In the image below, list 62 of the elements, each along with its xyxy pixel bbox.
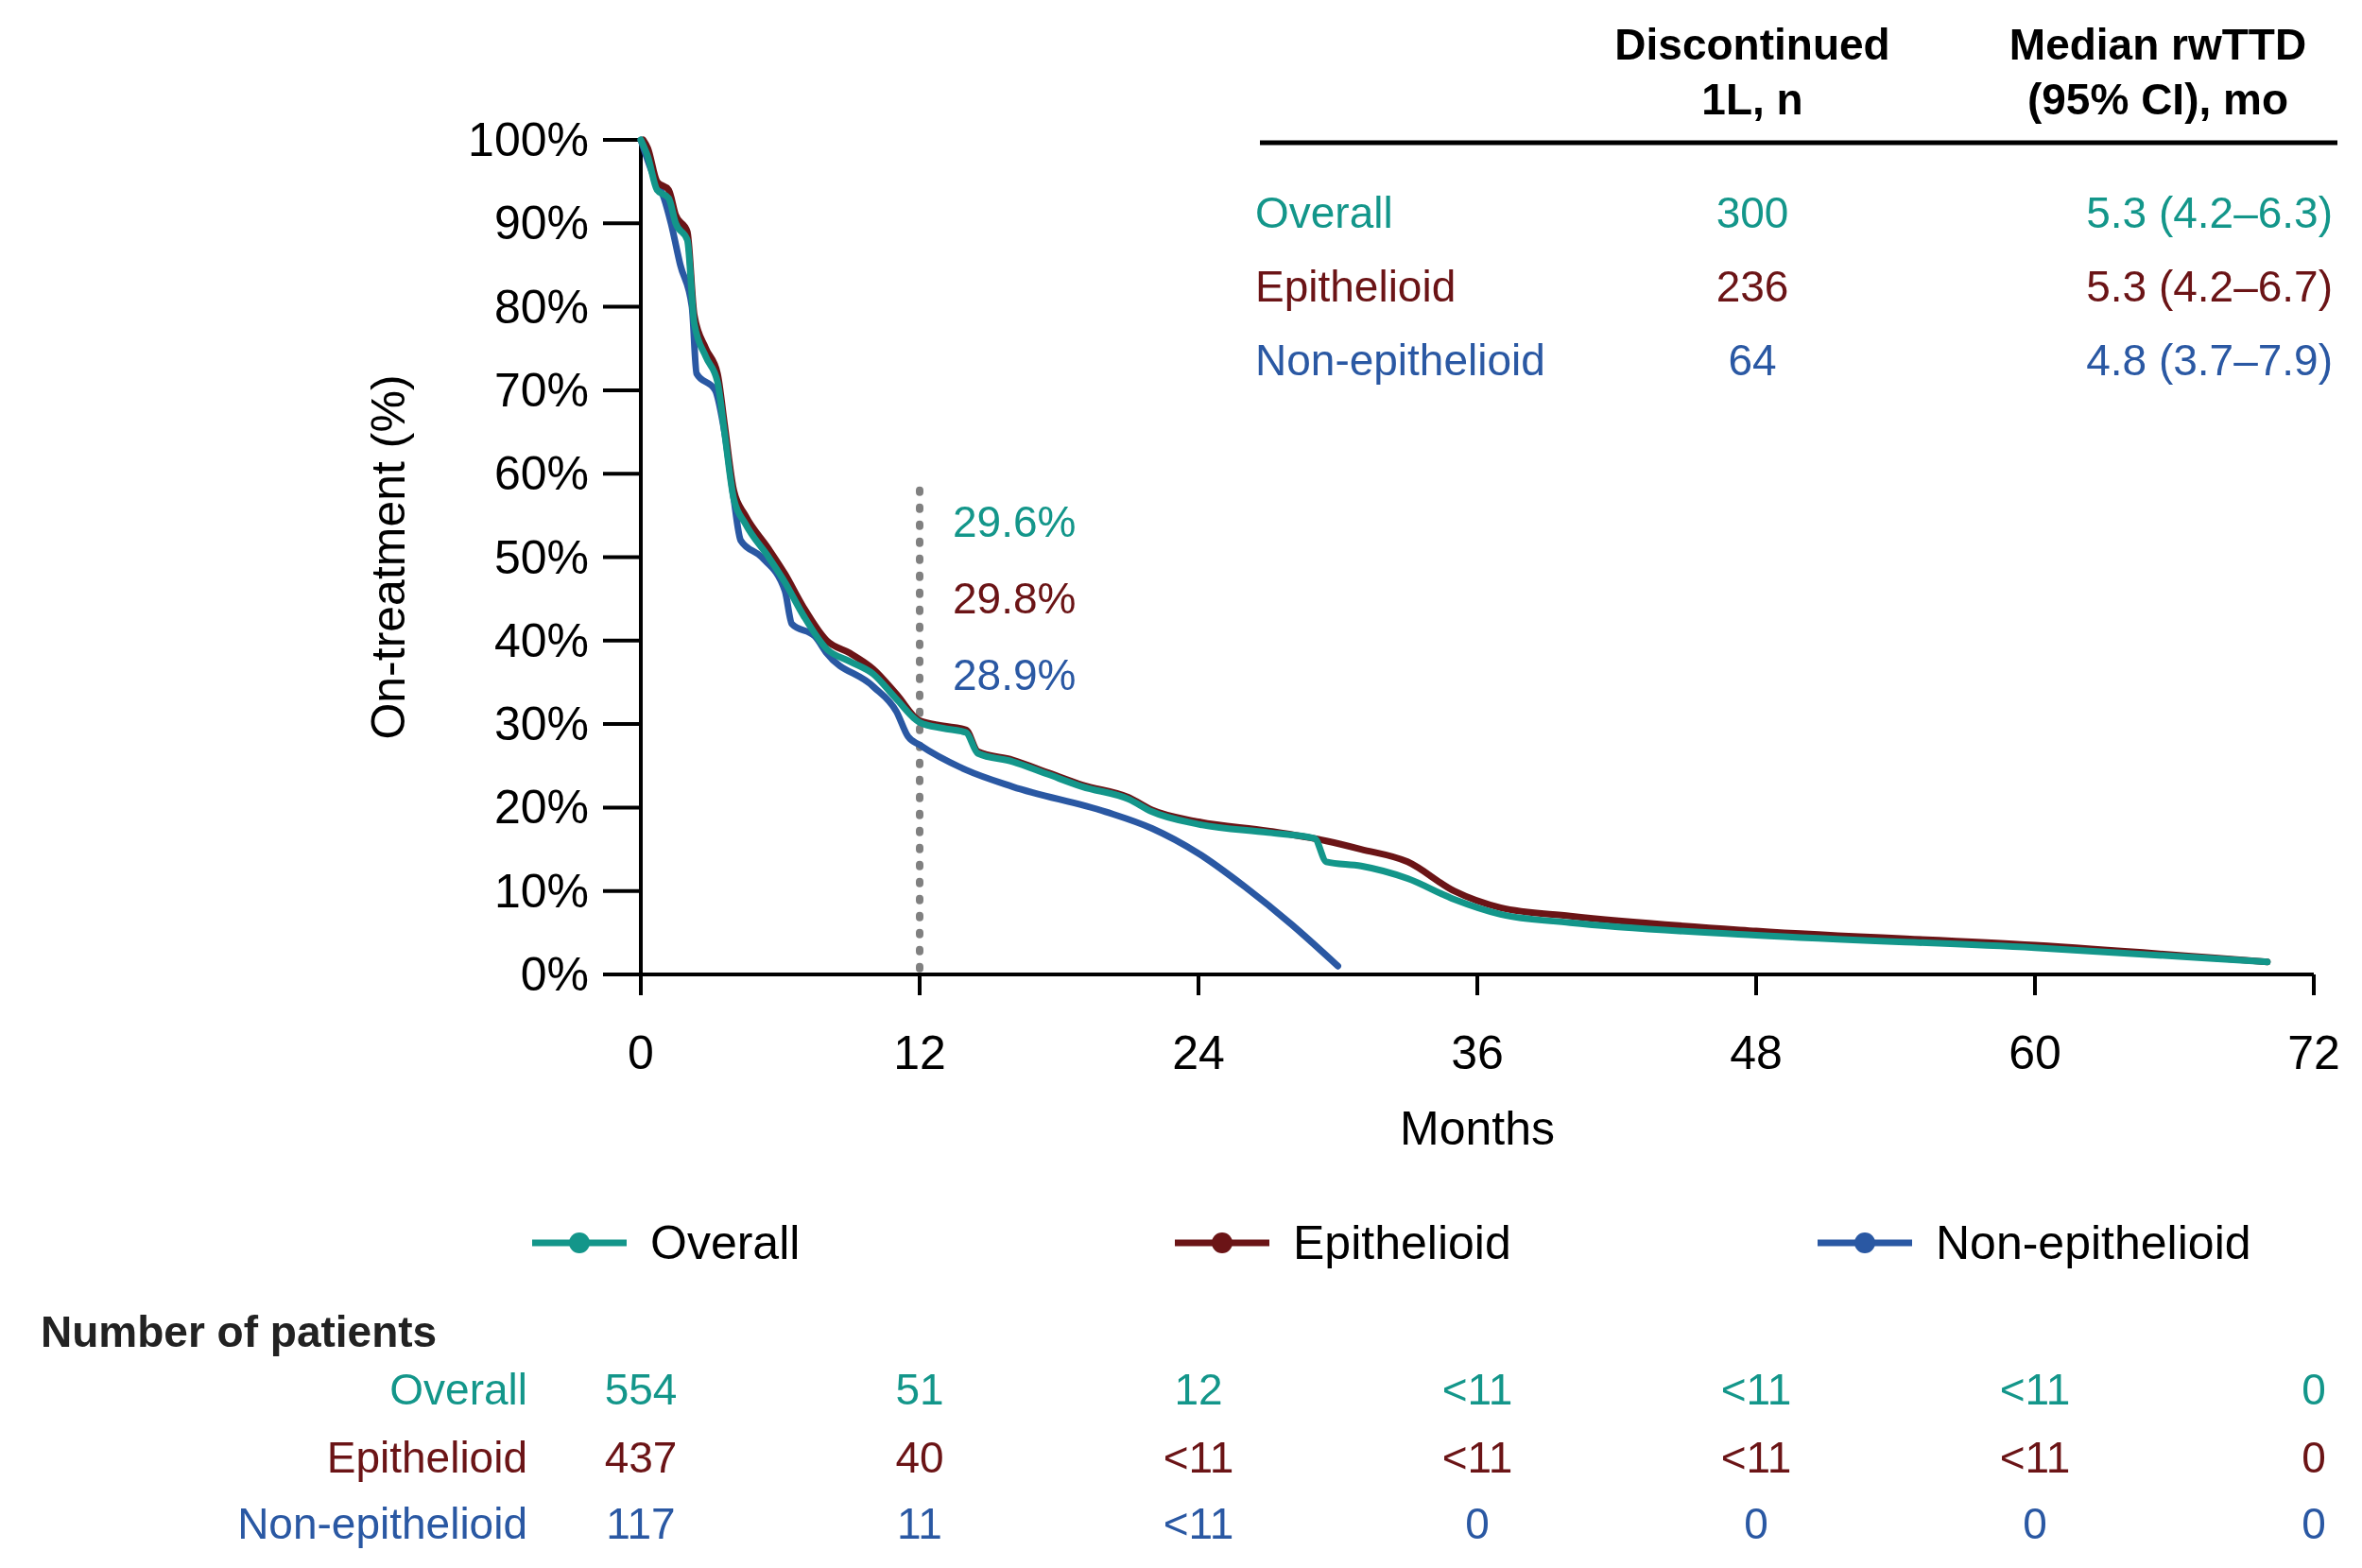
legend-label: Overall: [650, 1216, 801, 1269]
text: 0: [2302, 1499, 2326, 1548]
text: Number of patients: [41, 1307, 438, 1356]
x-tick-label: 12: [893, 1026, 946, 1079]
x-tick-label: 60: [2009, 1026, 2061, 1079]
text: Overall: [1255, 188, 1393, 237]
text: 554: [604, 1365, 678, 1414]
text: 0: [2023, 1499, 2047, 1548]
x-tick-label: 48: [1730, 1026, 1783, 1079]
text: <11: [1720, 1365, 1792, 1414]
x-axis-title: Months: [1400, 1102, 1555, 1155]
y-tick-label: 60%: [493, 447, 589, 501]
annotation: 4.8 (3.7–7.9): [2086, 336, 2333, 385]
text: 117: [606, 1499, 676, 1548]
text: 0: [2302, 1365, 2326, 1414]
text: 0: [1465, 1499, 1490, 1548]
legend-label: Non-epithelioid: [1936, 1216, 2251, 1269]
x-tick-label: 36: [1451, 1026, 1504, 1079]
y-tick-label: 80%: [493, 280, 589, 334]
text: Discontinued 1L, n: [1614, 20, 1890, 124]
text: <11: [1720, 1433, 1792, 1482]
x-tick-label: 72: [2287, 1026, 2340, 1079]
y-tick-label: 30%: [493, 698, 589, 751]
text: 0: [1744, 1499, 1768, 1548]
text: <11: [1163, 1433, 1234, 1482]
y-tick-label: 10%: [493, 864, 589, 918]
y-tick-label: 90%: [493, 197, 589, 250]
annotation: 29.8%: [953, 574, 1077, 623]
text: Median rwTTD (95% CI), mo: [2009, 20, 2307, 124]
text: Non-epithelioid: [237, 1499, 527, 1548]
y-tick-label: 20%: [493, 781, 589, 835]
y-tick-label: 100%: [468, 113, 589, 166]
text: Non-epithelioid: [1255, 336, 1545, 385]
text: Epithelioid: [326, 1433, 527, 1482]
text: Overall: [389, 1365, 527, 1414]
annotation: 28.9%: [953, 650, 1077, 699]
text: 40: [895, 1433, 944, 1482]
annotation: 300: [1715, 188, 1789, 237]
text: <11: [1441, 1365, 1513, 1414]
annotation: 29.6%: [953, 497, 1077, 546]
text: <11: [1163, 1499, 1234, 1548]
x-tick-label: 24: [1172, 1026, 1225, 1079]
text: 11: [897, 1499, 942, 1548]
y-tick-label: 0%: [520, 948, 589, 1001]
legend-label: Epithelioid: [1293, 1216, 1511, 1269]
text: Epithelioid: [1255, 262, 1457, 311]
text: <11: [1999, 1365, 2071, 1414]
y-axis-title: On-treatment (%): [362, 374, 415, 740]
text: 437: [604, 1433, 678, 1482]
x-tick-label: 0: [628, 1026, 654, 1079]
text: <11: [1999, 1433, 2071, 1482]
y-tick-label: 50%: [493, 530, 589, 584]
text: <11: [1441, 1433, 1513, 1482]
y-tick-label: 70%: [493, 363, 589, 417]
text: 51: [895, 1365, 944, 1414]
text: 12: [1174, 1365, 1223, 1414]
annotation: 64: [1728, 336, 1777, 385]
text: 0: [2302, 1433, 2326, 1482]
annotation: 5.3 (4.2–6.7): [2086, 262, 2333, 311]
annotation: 5.3 (4.2–6.3): [2086, 188, 2333, 237]
y-tick-label: 40%: [493, 613, 589, 667]
annotation: 236: [1715, 262, 1789, 311]
